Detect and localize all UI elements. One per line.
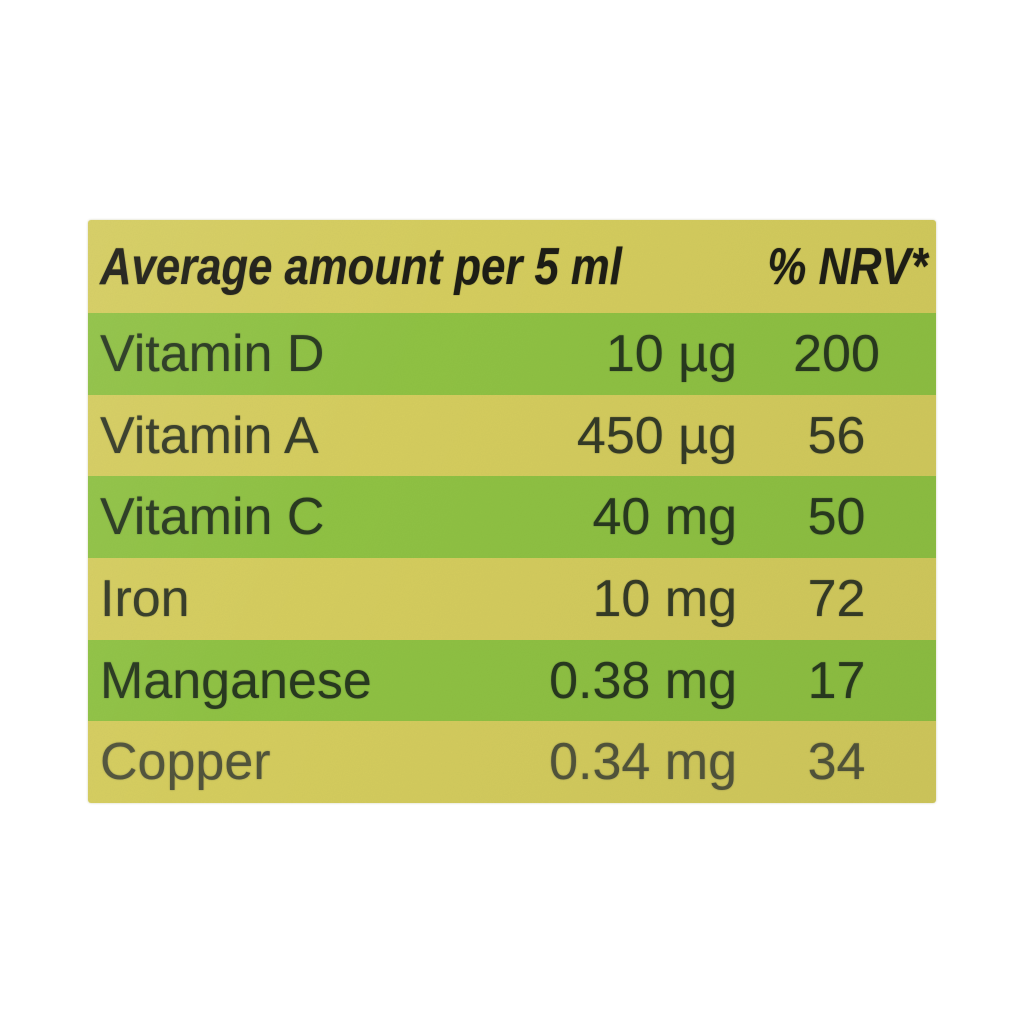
row-nutrient-name: Copper	[100, 733, 271, 792]
header-amount-column: Average amount per 5 ml	[100, 241, 737, 293]
row-amount-value: 0.34 mg	[549, 733, 737, 792]
row-nutrient-name: Vitamin C	[100, 488, 325, 547]
row-nrv-value: 200	[793, 324, 880, 383]
row-amount-value: 450 µg	[576, 406, 737, 465]
table-row: Manganese 0.38 mg 17	[88, 639, 936, 722]
table-body: Vitamin D 10 µg 200 Vitamin A 450 µg 56 …	[88, 313, 936, 803]
row-nrv-value: 56	[807, 406, 866, 465]
row-amount-value: 10 mg	[592, 569, 737, 628]
table-row: Vitamin D 10 µg 200	[88, 313, 936, 395]
nutrition-facts-table: Average amount per 5 ml % NRV* Vitamin D…	[88, 220, 936, 803]
table-row: Copper 0.34 mg 34	[88, 721, 936, 803]
header-nrv-label: % NRV*	[767, 237, 928, 296]
header-amount-label: Average amount per 5 ml	[100, 237, 622, 296]
row-amount-value: 0.38 mg	[549, 651, 737, 710]
row-nrv-value: 34	[807, 733, 866, 792]
table-row: Vitamin C 40 mg 50	[88, 476, 936, 559]
table-row: Iron 10 mg 72	[88, 558, 936, 640]
row-nutrient-name: Manganese	[100, 651, 372, 710]
header-nrv-column: % NRV*	[737, 241, 928, 293]
table-header-row: Average amount per 5 ml % NRV*	[88, 220, 936, 313]
row-nutrient-name: Vitamin A	[100, 406, 319, 465]
row-amount-value: 10 µg	[605, 324, 737, 383]
row-amount-value: 40 mg	[592, 488, 737, 547]
table-row: Vitamin A 450 µg 56	[88, 394, 936, 477]
row-nrv-value: 72	[807, 569, 866, 628]
row-nutrient-name: Iron	[100, 569, 190, 628]
row-nutrient-name: Vitamin D	[100, 324, 325, 383]
row-nrv-value: 50	[807, 488, 866, 547]
row-nrv-value: 17	[807, 651, 866, 710]
